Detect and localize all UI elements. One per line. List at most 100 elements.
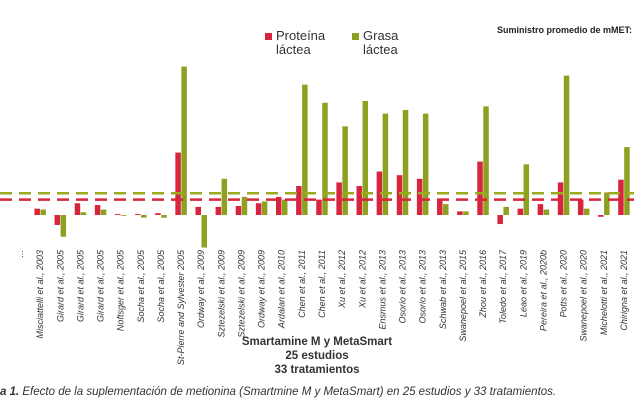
x-tick-label-26: Pereira et al., 2020b: [538, 250, 548, 331]
bar-protein-29: [598, 215, 604, 217]
x-tick-label-9: Ordway et al., 2009: [196, 250, 206, 328]
x-tick-label-29: Michelotti et al., 2021: [599, 250, 609, 335]
legend-protein-line1: Proteína: [276, 28, 326, 43]
bar-fat-21: [443, 204, 449, 215]
x-tick-label-27: Potts et al., 2020: [559, 250, 569, 318]
x-tick-label-25: Leao et al., 2019: [518, 250, 528, 317]
x-tick-label-16: Xu et al., 2012: [337, 250, 347, 309]
legend-fat-line2: láctea: [363, 42, 398, 57]
legend-fat-line1: Grasa: [363, 28, 399, 43]
legend-protein-line2: láctea: [276, 42, 311, 57]
bar-protein-1: [34, 208, 40, 215]
bar-protein-20: [416, 178, 423, 215]
bar-fat-9: [201, 215, 207, 248]
bar-protein-21: [437, 198, 443, 215]
x-tick-label-22: Swanepoel et al., 2015: [458, 249, 468, 342]
bar-protein-4: [94, 205, 101, 215]
bar-fat-26: [543, 209, 550, 215]
bar-protein-22: [457, 211, 463, 215]
bar-fat-15: [322, 102, 328, 215]
x-tick-label-0: ...: [15, 250, 25, 258]
reference-lines: [0, 192, 634, 201]
bar-protein-5: [114, 214, 121, 215]
bar-protein-24: [497, 215, 503, 225]
bar-protein-28: [577, 199, 584, 216]
bar-protein-19: [396, 175, 403, 215]
x-tick-label-12: Ordway et al., 2009: [257, 250, 267, 328]
bar-protein-18: [376, 171, 383, 215]
bar-protein-23: [477, 161, 483, 215]
bar-protein-26: [537, 204, 544, 215]
bar-fat-4: [100, 209, 107, 215]
x-tick-label-19: Osorio et al., 2013: [398, 250, 408, 324]
bar-fat-27: [563, 75, 570, 215]
bar-fat-1: [40, 209, 46, 215]
bar-fat-8: [181, 66, 187, 215]
bar-protein-10: [215, 206, 222, 215]
bar-fat-17: [362, 100, 369, 215]
bar-protein-16: [336, 182, 342, 215]
x-tick-label-3: Girard et al., 2005: [75, 249, 85, 322]
x-tick-label-4: Girard et al., 2005: [96, 249, 106, 322]
legend-swatch-fat: [352, 33, 359, 40]
x-tick-label-13: Ardalan et al., 2010: [277, 250, 287, 329]
x-tick-label-30: Chirigna et al., 2021: [619, 250, 629, 331]
x-tick-label-20: Osorio et al., 2013: [418, 250, 428, 324]
bar-protein-7: [155, 213, 161, 215]
x-tick-label-5: Noftsger et al., 2005: [116, 249, 126, 331]
bar-protein-13: [275, 196, 282, 215]
x-tick-label-28: Swanepoel et al., 2020: [579, 250, 589, 342]
figure-caption: a 1. Efecto de la suplementación de meti…: [0, 386, 634, 408]
x-tick-labels: ... Misciattelli et al., 2003 Girard et al…: [15, 249, 629, 365]
bar-fat-6: [141, 215, 147, 218]
chart-note: Suministro promedio de mMET: 11,2: [497, 25, 634, 35]
bar-fat-23: [483, 106, 489, 215]
x-tick-label-24: Toledo et al., 2017: [498, 249, 508, 324]
caption-label: a 1.: [0, 386, 20, 398]
legend-swatch-protein: [265, 33, 272, 40]
caption-text: Efecto de la suplementación de metionina…: [22, 386, 557, 398]
chart-legend: Proteína láctea Grasa láctea: [265, 28, 399, 57]
bar-fat-18: [382, 113, 389, 215]
bar-fat-7: [161, 215, 167, 218]
x-tick-label-6: Socha et al., 2005: [136, 249, 146, 323]
x-tick-label-14: Chen et al., 2011: [297, 250, 307, 318]
bar-protein-15: [316, 199, 322, 216]
bar-fat-10: [221, 178, 228, 215]
x-tick-label-17: Xu et al., 2012: [357, 250, 367, 309]
bar-protein-3: [74, 203, 81, 216]
x-tick-label-8: St-Pierre and Sylvester 2005: [176, 249, 186, 365]
bar-protein-12: [255, 203, 262, 216]
bar-protein-14: [296, 186, 302, 215]
x-tick-label-15: Chen et al., 2011: [317, 250, 327, 318]
x-tick-label-11: Sztezelski et al., 2009: [236, 250, 246, 338]
x-center-label-line1: Smartamine M y MetaSmart: [242, 336, 392, 348]
x-tick-label-10: Sztezelski et al., 2009: [216, 250, 226, 338]
bar-fat-20: [422, 113, 429, 215]
bar-fat-5: [120, 215, 127, 216]
bar-protein-6: [135, 214, 141, 215]
bar-fat-24: [503, 206, 509, 215]
bar-fat-2: [60, 215, 67, 237]
bar-protein-9: [195, 206, 201, 215]
bar-protein-17: [356, 186, 363, 215]
x-tick-label-2: Girard et al., 2005: [55, 249, 65, 322]
bar-protein-2: [54, 215, 61, 225]
bar-fat-12: [261, 201, 268, 216]
bar-fat-29: [604, 192, 610, 216]
x-tick-label-7: Socha et al., 2005: [156, 249, 166, 323]
bar-protein-11: [235, 205, 242, 215]
bar-fat-3: [80, 212, 87, 215]
bar-fat-16: [342, 126, 348, 215]
x-tick-label-1: Misciattelli et al., 2003: [35, 250, 45, 339]
x-center-label-line2: 25 estudios: [285, 350, 348, 362]
x-center-label-line3: 33 tratamientos: [274, 364, 359, 376]
x-tick-label-21: Schwab et al., 2013: [438, 250, 448, 329]
bar-fat-28: [583, 208, 590, 215]
bar-protein-30: [618, 179, 624, 215]
bar-fat-30: [624, 147, 630, 216]
bar-fat-14: [302, 84, 308, 216]
x-tick-label-18: Ensmus et al., 2013: [377, 250, 387, 330]
bar-fat-19: [402, 110, 409, 215]
